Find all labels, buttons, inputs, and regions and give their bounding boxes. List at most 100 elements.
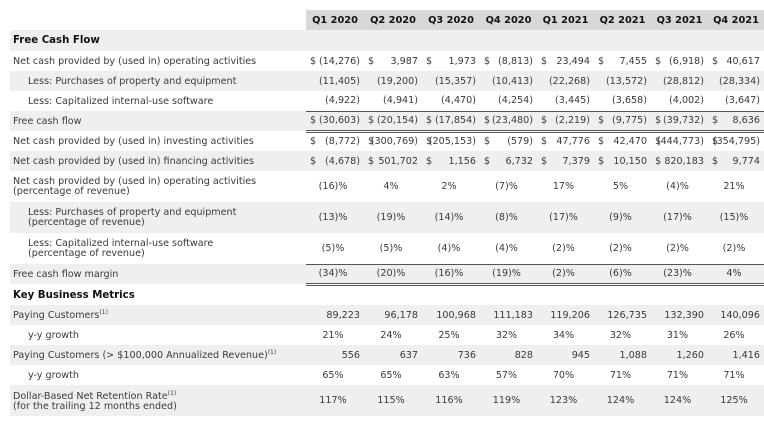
- value-text: 21%: [723, 181, 745, 192]
- value-cell: $ (354,795): [708, 131, 764, 151]
- row-operating-pct: Net cash provided by (used in) operating…: [10, 171, 764, 202]
- value-text: 117%: [319, 395, 347, 406]
- header-blank: [10, 10, 306, 30]
- currency-symbol: $: [712, 155, 719, 167]
- value-text: (205,153): [428, 136, 476, 148]
- value-cell: 116%: [422, 385, 480, 416]
- value-cell: 945: [537, 345, 594, 365]
- value-cell: (17)%: [537, 202, 594, 233]
- value-text: (9)%: [609, 212, 632, 223]
- value-cell: 123%: [537, 385, 594, 416]
- value-text: 71%: [609, 369, 632, 381]
- value-text: (3,658): [612, 95, 647, 107]
- value-cell: $ (30,603): [306, 111, 364, 133]
- value-text: 40,617: [726, 55, 760, 67]
- row-label: Less: Capitalized internal-use software(…: [10, 233, 306, 264]
- value-cell: 124%: [594, 385, 651, 416]
- value-cell: (19,200): [364, 71, 422, 91]
- currency-symbol: $: [484, 55, 491, 67]
- row-label-line2: (percentage of revenue): [28, 247, 145, 259]
- value-text: (28,812): [662, 75, 704, 87]
- value-text: 5%: [612, 181, 629, 192]
- value-text: (5)%: [379, 242, 403, 254]
- value-text: 42,470: [613, 136, 647, 148]
- currency-symbol: $: [712, 136, 719, 148]
- row-label: Free cash flow margin: [10, 264, 306, 284]
- value-text: 7,379: [562, 155, 590, 167]
- value-text: (6)%: [609, 268, 632, 279]
- col-header-q1-2020: Q1 2020: [306, 10, 364, 30]
- value-text: 24%: [380, 329, 402, 341]
- row-label: Less: Purchases of property and equipmen…: [10, 71, 306, 91]
- value-text: 17%: [552, 181, 575, 192]
- value-text: 828: [514, 349, 533, 361]
- row-label-text: Paying Customers (> $100,000 Annualized …: [13, 350, 268, 361]
- value-text: 945: [571, 349, 590, 361]
- value-text: (11,405): [318, 75, 360, 87]
- value-text: (9,775): [612, 115, 647, 126]
- value-text: 25%: [438, 329, 460, 341]
- value-text: 501,702: [378, 155, 418, 167]
- row-label-line1: Dollar-Based Net Retention Rate: [13, 391, 168, 402]
- currency-symbol: $: [712, 55, 719, 67]
- value-cell: $ (205,153): [422, 131, 480, 151]
- value-text: 70%: [552, 369, 575, 381]
- row-label: Paying Customers (> $100,000 Annualized …: [10, 345, 306, 365]
- value-text: 7,455: [619, 55, 647, 67]
- value-cell: 1,416: [708, 345, 764, 365]
- value-cell: 100,968: [422, 305, 480, 325]
- row-label: y-y growth: [28, 329, 79, 341]
- currency-symbol: $: [310, 115, 317, 126]
- value-cell: (5)%: [306, 233, 364, 265]
- value-cell: $820,183: [651, 151, 708, 171]
- currency-symbol: $: [310, 155, 317, 167]
- value-cell: (9)%: [594, 202, 651, 233]
- value-cell: (5)%: [364, 233, 422, 265]
- value-text: (17,854): [434, 115, 476, 126]
- value-text: (2,219): [555, 115, 590, 126]
- row-label-line2: (for the trailing 12 months ended): [13, 401, 177, 412]
- value-cell: $ (2,219): [537, 111, 594, 133]
- currency-symbol: $: [712, 115, 719, 126]
- value-text: (354,795): [712, 136, 760, 148]
- value-text: 32%: [609, 329, 632, 341]
- value-cell: 26%: [708, 325, 764, 345]
- value-text: (22,268): [548, 75, 590, 87]
- value-text: 6,732: [505, 155, 533, 167]
- row-paying-customers: Paying Customers(1) 89,223 96,178 100,968 1…: [10, 305, 764, 325]
- value-text: 125%: [720, 395, 748, 406]
- value-text: (15,357): [434, 75, 476, 87]
- free-cash-flow-table: Q1 2020 Q2 2020 Q3 2020 Q4 2020 Q1 2021 …: [10, 10, 764, 416]
- value-text: 123%: [549, 395, 578, 406]
- value-text: (13)%: [318, 212, 348, 223]
- currency-symbol: $: [426, 136, 433, 148]
- value-cell: 140,096: [708, 305, 764, 325]
- col-header-q4-2020: Q4 2020: [480, 10, 537, 30]
- row-free-cash-flow-margin: Free cash flow margin (34)% (20)% (16)% (19…: [10, 264, 764, 286]
- value-cell: $1,156: [422, 151, 480, 171]
- currency-symbol: $: [484, 115, 491, 126]
- value-cell: 70%: [537, 365, 594, 385]
- col-header-q2-2020: Q2 2020: [364, 10, 422, 30]
- value-text: 65%: [380, 369, 402, 381]
- row-capitalized-software-pct: Less: Capitalized internal-use software(…: [10, 233, 764, 265]
- value-cell: (14)%: [422, 202, 480, 233]
- value-text: 1,088: [619, 349, 647, 361]
- row-purchases-ppe-pct: Less: Purchases of property and equipmen…: [10, 202, 764, 233]
- value-cell: $1,973: [422, 51, 480, 71]
- value-text: (6,918): [669, 55, 704, 67]
- value-cell: 1,260: [651, 345, 708, 365]
- value-text: (3,445): [555, 95, 590, 107]
- value-cell: $9,774: [708, 151, 764, 171]
- value-cell: (2)%: [537, 264, 594, 286]
- value-cell: 132,390: [651, 305, 708, 325]
- currency-symbol: $: [484, 155, 491, 167]
- value-text: (15)%: [719, 212, 749, 223]
- value-cell: (4,922): [306, 91, 364, 112]
- value-cell: 125%: [708, 385, 764, 416]
- value-cell: $501,702: [364, 151, 422, 171]
- value-cell: 117%: [306, 385, 364, 416]
- value-cell: (15,357): [422, 71, 480, 91]
- row-paying-customers-growth: y-y growth 21% 24% 25% 32% 34% 32% 31% 26%: [10, 325, 764, 345]
- value-cell: $23,494: [537, 51, 594, 71]
